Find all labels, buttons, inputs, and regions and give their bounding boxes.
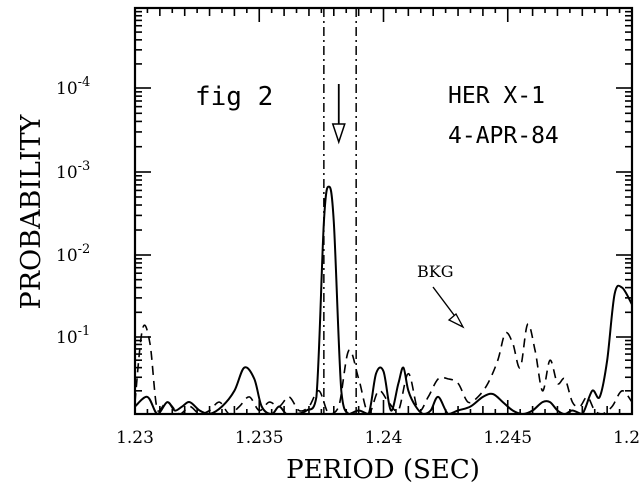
period-arrow [331, 84, 346, 145]
x-axis-label: PERIOD (SEC) [286, 455, 480, 485]
signal-series-line [134, 185, 633, 416]
background-series-line [134, 323, 633, 415]
bkg-label: BKG [417, 262, 454, 281]
bkg-arrow [432, 286, 465, 329]
x-tick-label: 1.235 [235, 428, 284, 448]
y-tick-label: 10-3 [56, 159, 90, 183]
x-tick-label: 1.25 [613, 428, 640, 448]
y-axis-label: PROBABILITY [16, 113, 47, 309]
source-label: HER X-1 [448, 83, 545, 109]
x-tick-label: 1.245 [483, 428, 532, 448]
y-tick-label: 10-2 [56, 242, 90, 266]
x-tick-label: 1.23 [116, 428, 154, 448]
x-tick-label: 1.24 [365, 428, 403, 448]
x-ticks: 1.23 1.235 1.24 1.245 1.25 [116, 8, 640, 448]
y-tick-label: 10-1 [56, 324, 90, 348]
y-tick-label: 10-4 [56, 75, 90, 99]
series-curves [134, 185, 633, 416]
plot-frame [133, 6, 634, 416]
figure-label: fig 2 [195, 82, 273, 112]
date-label: 4-APR-84 [448, 123, 559, 149]
y-ticks: 10-4 10-3 10-2 10-1 [56, 7, 632, 392]
